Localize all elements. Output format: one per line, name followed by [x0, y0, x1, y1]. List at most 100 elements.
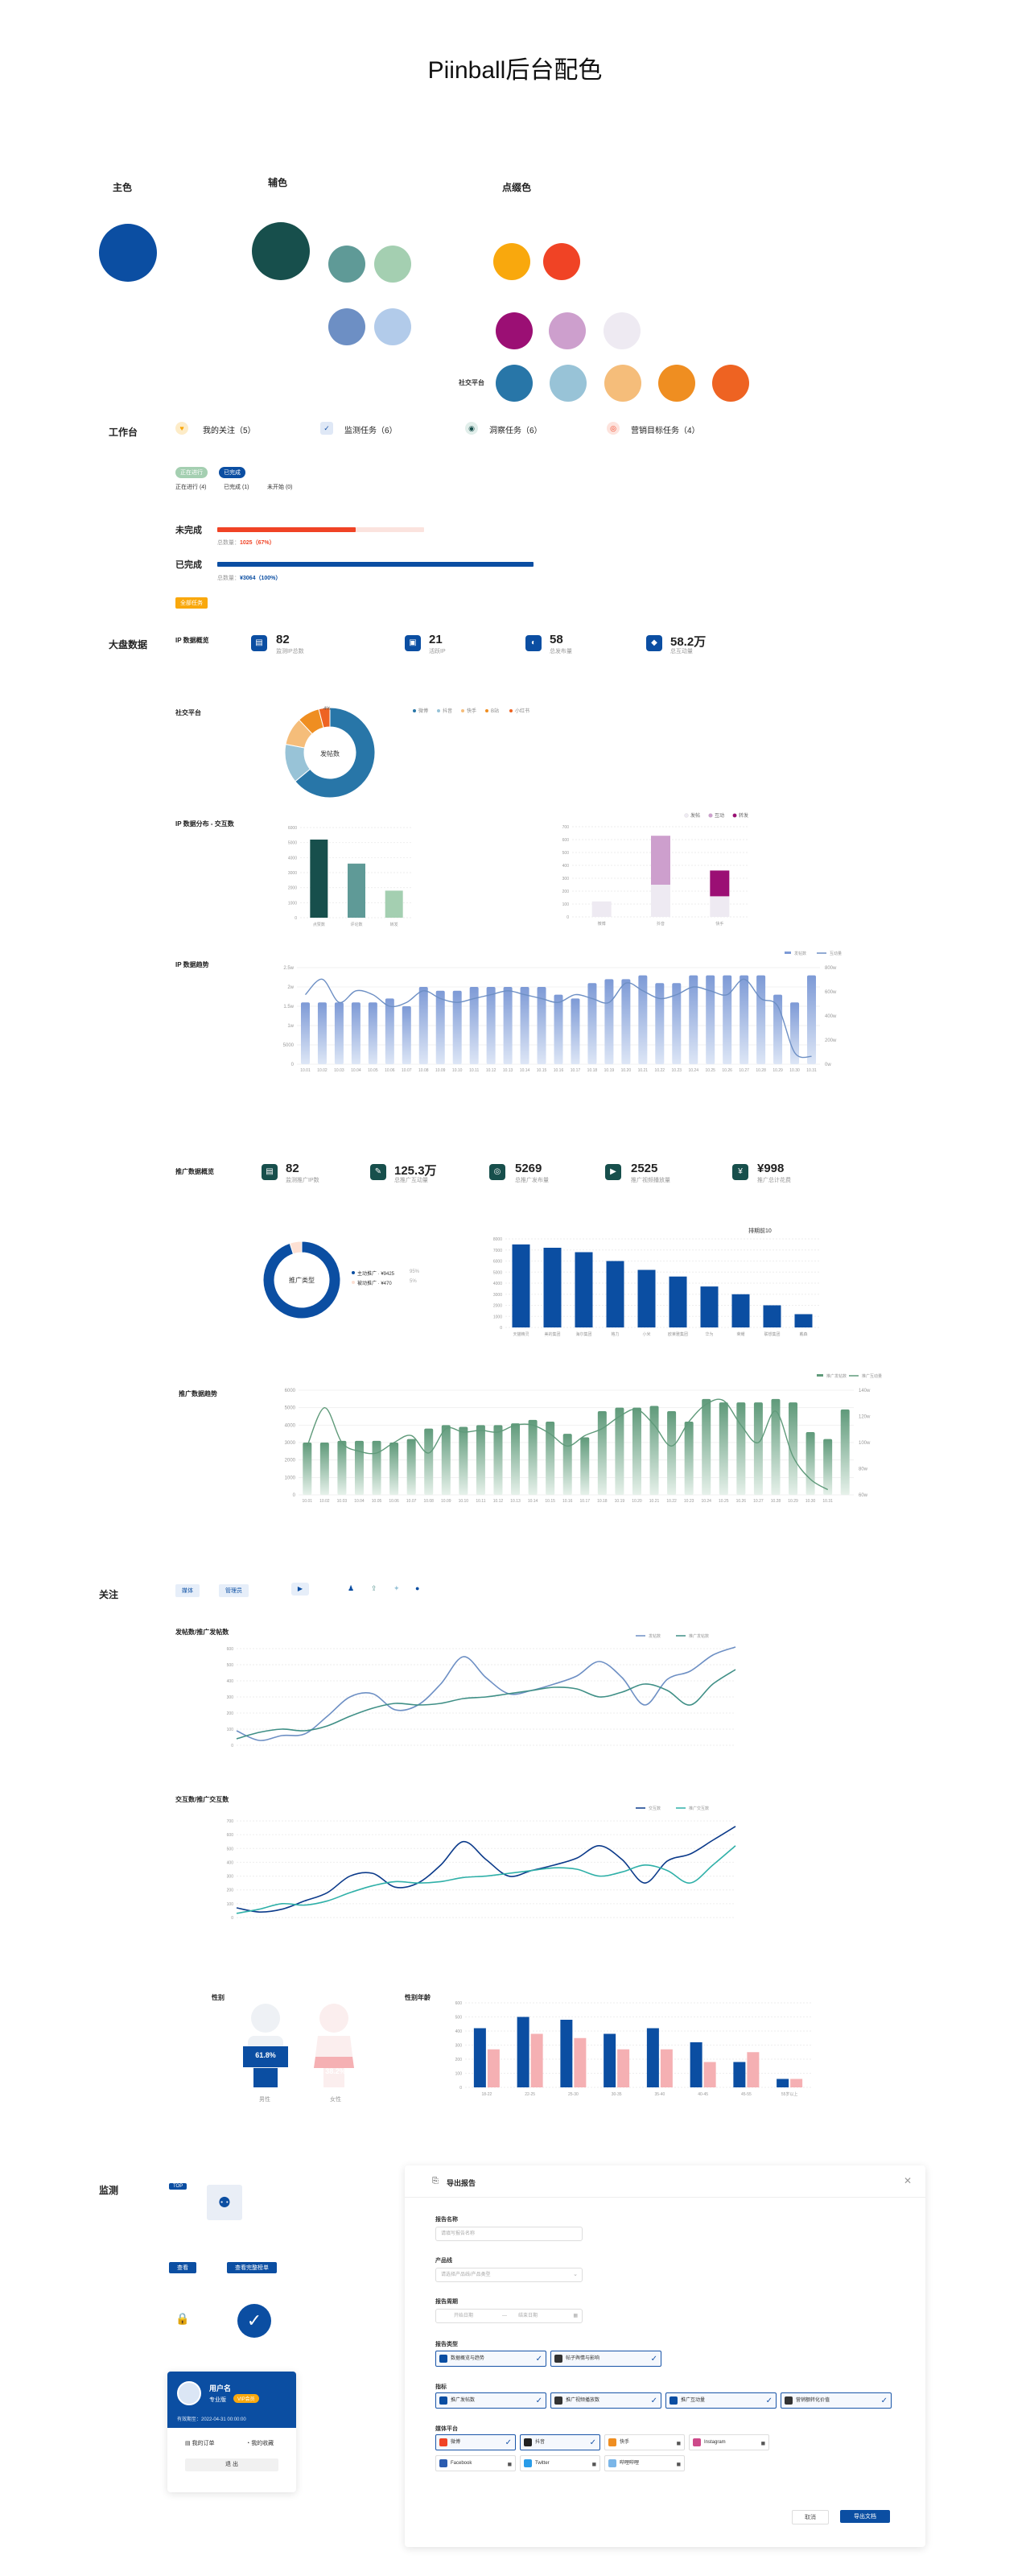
status-item[interactable]: 未开始 (0)	[267, 485, 293, 490]
instagram-icon	[693, 2438, 701, 2446]
order-label: 我的订单	[192, 2441, 215, 2446]
promo-ip-icon: ▤	[262, 1164, 278, 1180]
product-select[interactable]: 请选择产品线/产品类型 ⌄	[435, 2268, 583, 2282]
metric-option[interactable]: 推广发帖数 ✓	[435, 2392, 546, 2409]
view-full-list-button[interactable]: 查看完整榜单	[227, 2262, 277, 2273]
metric-icon	[670, 2396, 678, 2405]
metric-option[interactable]: 推广视频播放数 ✓	[550, 2392, 661, 2409]
chip-media[interactable]: 媒体	[175, 1584, 200, 1597]
status-item[interactable]: 已完成 (1)	[224, 485, 249, 490]
kpi-value: 82	[286, 1162, 299, 1175]
age-chart: 600 500 400 300 200 100 0 18-22 22-25 25-30 30-35 3…	[455, 2001, 811, 2097]
report-name-input[interactable]: 请填写报告名称	[435, 2227, 583, 2241]
cancel-button[interactable]: 取消	[792, 2510, 829, 2524]
legend-label: 推广交互数	[689, 1806, 709, 1811]
view-button[interactable]: 查看	[169, 2262, 196, 2273]
chip-admin[interactable]: 管理员	[219, 1584, 249, 1597]
bar	[756, 975, 766, 1064]
expire-text: 有效期至：2022-04-31 00:00:00	[177, 2417, 246, 2422]
bar	[389, 1443, 399, 1495]
x-label: 10.29	[788, 1499, 798, 1504]
order-link[interactable]: ▤ 我的订单	[185, 2439, 215, 2447]
female-head	[319, 2004, 348, 2033]
metric-option[interactable]: 推广互动量 ✓	[665, 2392, 777, 2409]
x-label: 10.28	[756, 1068, 766, 1073]
metric-option[interactable]: 营销额转化价值 ✓	[781, 2392, 892, 2409]
x-label: 10.19	[604, 1068, 615, 1073]
tick-label: 4000	[285, 1423, 296, 1428]
tick-label: 400	[227, 1860, 234, 1865]
tick-label: 100	[455, 2072, 463, 2077]
tick-label: 1000	[493, 1315, 502, 1319]
avatar[interactable]	[177, 2381, 201, 2405]
tick-label: 500	[227, 1847, 234, 1852]
settings-icon[interactable]: ✦	[393, 1584, 400, 1592]
platform-option[interactable]: Twitter ■	[520, 2455, 600, 2471]
export-button[interactable]: 导出文档	[840, 2510, 890, 2523]
platform-option[interactable]: 哔哩哔哩 ■	[604, 2455, 685, 2471]
finished-bar-track	[217, 562, 534, 567]
platform-option[interactable]: 快手 ■	[604, 2434, 685, 2450]
status-item[interactable]: 正在进行 (4)	[175, 485, 207, 490]
platform-label-text: 抖音	[535, 2440, 546, 2445]
platform-option[interactable]: 微博 ✓	[435, 2434, 516, 2450]
legend-pct: 5%	[410, 1279, 417, 1284]
series-line	[236, 1845, 736, 1914]
date-range-picker[interactable]: 开始日期 — 结束日期 ▦	[435, 2309, 583, 2323]
platform-option[interactable]: Instagram ■	[689, 2434, 769, 2450]
right-tick-label: 800w	[825, 966, 837, 971]
top-chip[interactable]: TOP	[169, 2183, 187, 2190]
bar-female	[790, 2079, 803, 2087]
x-label: 10.20	[632, 1499, 642, 1504]
tag-finished[interactable]: 已完成	[219, 467, 245, 478]
type-option[interactable]: 数据概览与趋势 ✓	[435, 2351, 546, 2367]
all-tasks-badge[interactable]: 全部任务	[175, 597, 208, 609]
finished-text: 总数量：	[217, 576, 240, 581]
x-label: 10.08	[423, 1499, 434, 1504]
logout-button[interactable]: 退 出	[185, 2458, 278, 2471]
male-head	[251, 2004, 280, 2033]
x-label: 10.27	[739, 1068, 749, 1073]
finished-title: 已完成	[175, 560, 202, 570]
tick-label: 300	[562, 877, 570, 881]
kpi-value: 58.2万	[670, 635, 707, 649]
share-icon[interactable]: ⇪	[371, 1584, 377, 1592]
more-icon[interactable]: ●	[415, 1584, 420, 1592]
video-icon[interactable]: ▶	[291, 1583, 309, 1596]
tick-label: 600	[227, 1833, 234, 1838]
bar	[807, 975, 817, 1064]
metric-icon	[554, 2396, 562, 2405]
check-circle-icon[interactable]: ✓	[237, 2304, 271, 2338]
category-label: 欧莱雅集团	[668, 1331, 688, 1337]
group-icon[interactable]: ⚉	[207, 2185, 242, 2220]
x-label: 10.13	[503, 1068, 513, 1073]
tick-label: 5000	[285, 1406, 296, 1411]
bar	[615, 1407, 624, 1495]
bar	[337, 1440, 347, 1495]
bar-male	[733, 2062, 746, 2087]
bar	[669, 1276, 687, 1327]
tick-label: 4000	[493, 1282, 502, 1286]
person-icon[interactable]: ♟	[348, 1584, 355, 1592]
platform-label-text: 快手	[620, 2440, 630, 2445]
bar	[840, 1409, 850, 1495]
platform-option[interactable]: Facebook ■	[435, 2455, 516, 2471]
tick-label: 700	[562, 825, 570, 830]
kpi-value: 58	[550, 633, 563, 646]
bar	[372, 1440, 381, 1495]
close-icon[interactable]: ✕	[904, 2175, 913, 2186]
kpi-label: 总推广发布量	[515, 1178, 549, 1183]
bar	[606, 1261, 624, 1327]
x-label: 10.31	[822, 1499, 833, 1504]
bar-male	[777, 2079, 789, 2087]
category-label: 海尔集团	[575, 1331, 591, 1337]
tag-in-progress[interactable]: 正在进行	[175, 467, 208, 478]
legend-label: 快手	[467, 709, 477, 714]
favorite-link[interactable]: ◔ 我的收藏	[246, 2439, 274, 2447]
export-icon: ⎘	[432, 2177, 439, 2186]
bar	[528, 1419, 538, 1495]
kpi-label: 总发布量	[550, 649, 572, 654]
type-option[interactable]: 帖子舆情与影响 ✓	[550, 2351, 661, 2367]
platform-option[interactable]: 抖音 ✓	[520, 2434, 600, 2450]
tick-label: 500	[562, 851, 570, 856]
